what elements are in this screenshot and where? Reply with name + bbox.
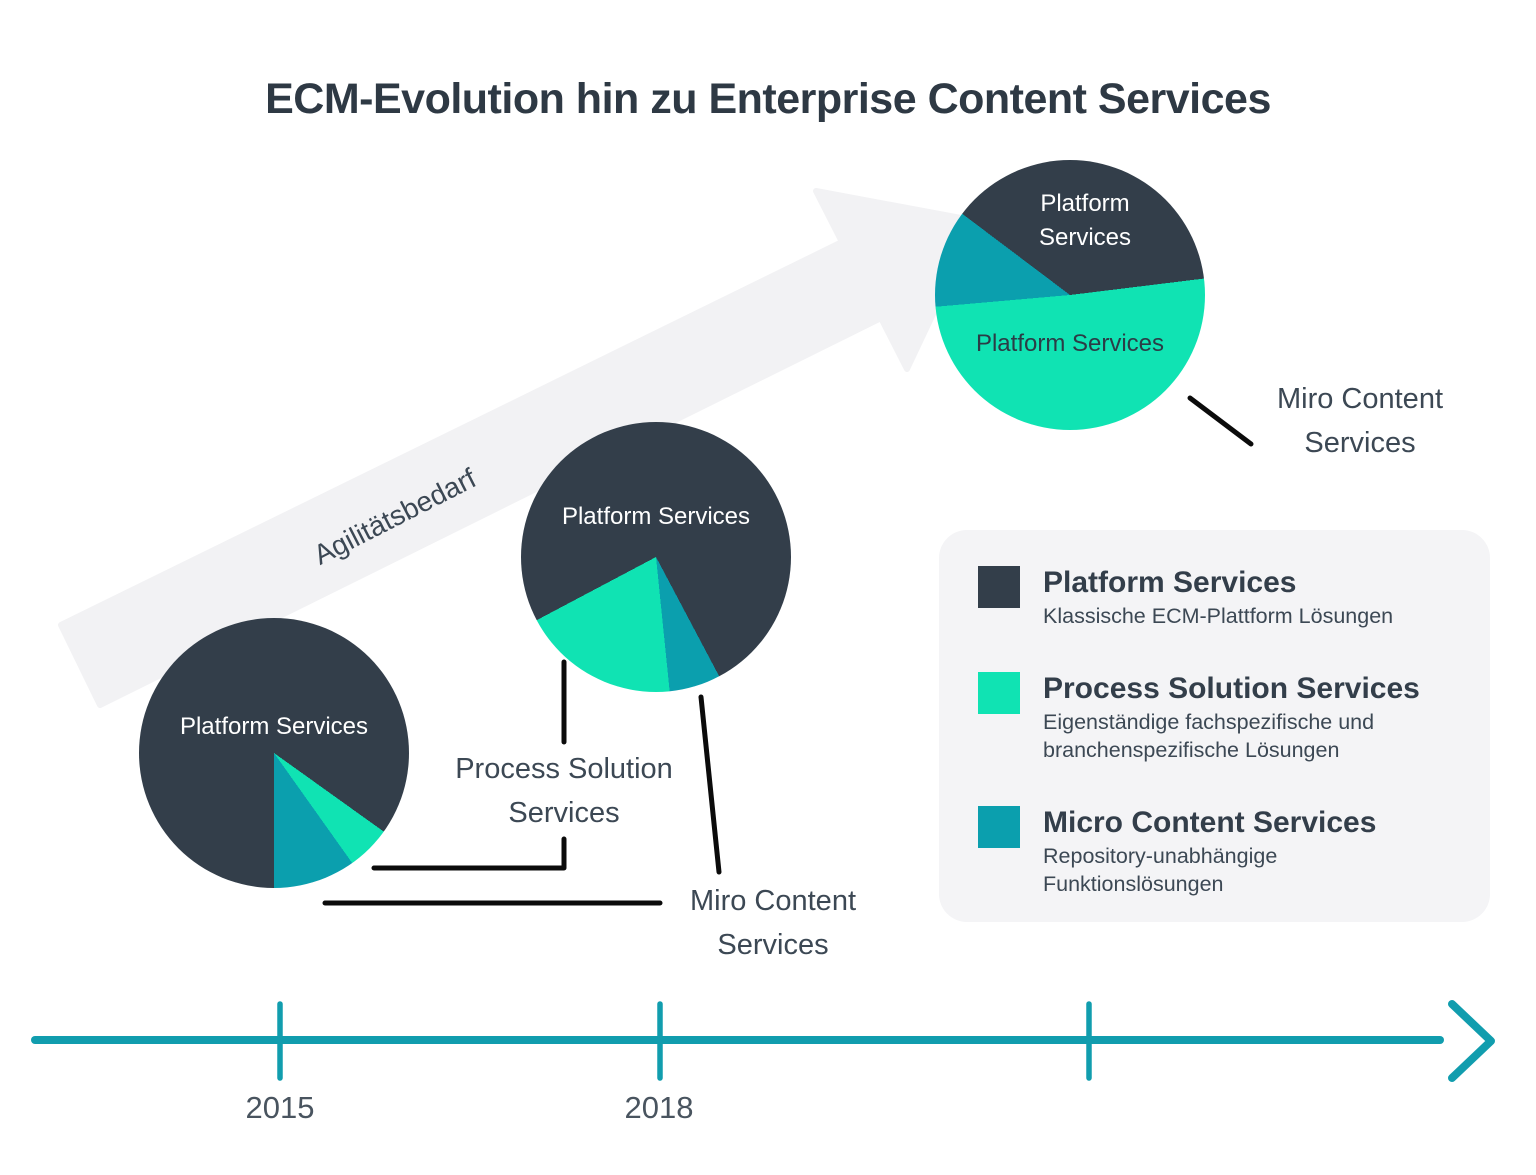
timeline-arrowhead-icon (1448, 1000, 1495, 1082)
pie-chart-2018: Platform Services (521, 422, 791, 692)
legend-heading-micro-content: Micro Content Services (1043, 806, 1377, 839)
pie-2015-platform-label: Platform Services (179, 713, 369, 740)
legend-desc-process-solution: Eigenständige fachspezifische und branch… (1043, 710, 1375, 762)
callout-line-miro-to-2018-pie (698, 694, 722, 875)
callout-label-miro-content-services-bottom: Miro Content Services (689, 885, 856, 961)
growth-arrow (58, 188, 980, 708)
callout-label-miro-content-services-top: Miro Content Services (1276, 383, 1443, 459)
callout-line-process-to-2015-pie (371, 836, 567, 871)
legend-panel: Platform Services Klassische ECM-Plattfo… (939, 530, 1490, 922)
pie-chart-future: Platform Services Platform Services (935, 160, 1205, 430)
callout-line-miro-to-future-pie (1187, 395, 1254, 447)
legend-desc-platform: Klassische ECM-Plattform Lösungen (1043, 604, 1394, 628)
legend-heading-platform: Platform Services (1043, 566, 1297, 599)
pie-chart-2015: Platform Services (139, 618, 409, 888)
timeline-label-2015: 2015 (245, 1090, 315, 1125)
platform-services-swatch-icon (978, 566, 1020, 608)
timeline-axis (31, 1000, 1495, 1082)
page-title: ECM-Evolution hin zu Enterprise Content … (265, 74, 1271, 123)
pie-2018-platform-label: Platform Services (561, 503, 751, 530)
pie-future-green-slice-label: Platform Services (975, 330, 1165, 357)
legend-item-micro-content-services: Micro Content Services Repository-unabhä… (978, 804, 1460, 898)
process-solution-services-swatch-icon (978, 672, 1020, 714)
legend-item-platform-services: Platform Services Klassische ECM-Plattfo… (978, 564, 1460, 630)
legend-heading-process-solution: Process Solution Services (1043, 672, 1420, 705)
pie-future-platform-label: Platform Services (1038, 190, 1132, 251)
legend-desc-micro-content: Repository-unabhängige Funktionslösungen (1043, 844, 1278, 896)
micro-content-services-swatch-icon (978, 806, 1020, 848)
timeline-label-2018: 2018 (624, 1090, 694, 1125)
callout-label-process-solution-services: Process Solution Services (455, 753, 673, 829)
legend-item-process-solution-services: Process Solution Services Eigenständige … (978, 670, 1460, 764)
